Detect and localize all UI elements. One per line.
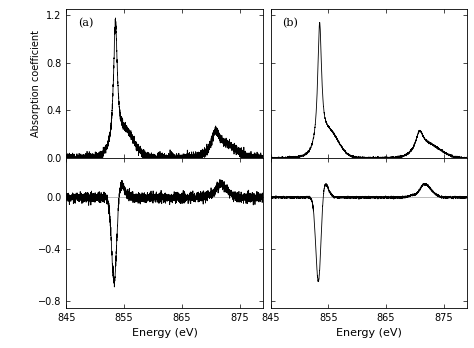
Text: (a): (a)	[78, 18, 93, 29]
Text: (b): (b)	[283, 18, 298, 29]
X-axis label: Energy (eV): Energy (eV)	[336, 329, 401, 338]
X-axis label: Energy (eV): Energy (eV)	[132, 329, 198, 338]
Y-axis label: Absorption coefficient: Absorption coefficient	[30, 30, 41, 137]
